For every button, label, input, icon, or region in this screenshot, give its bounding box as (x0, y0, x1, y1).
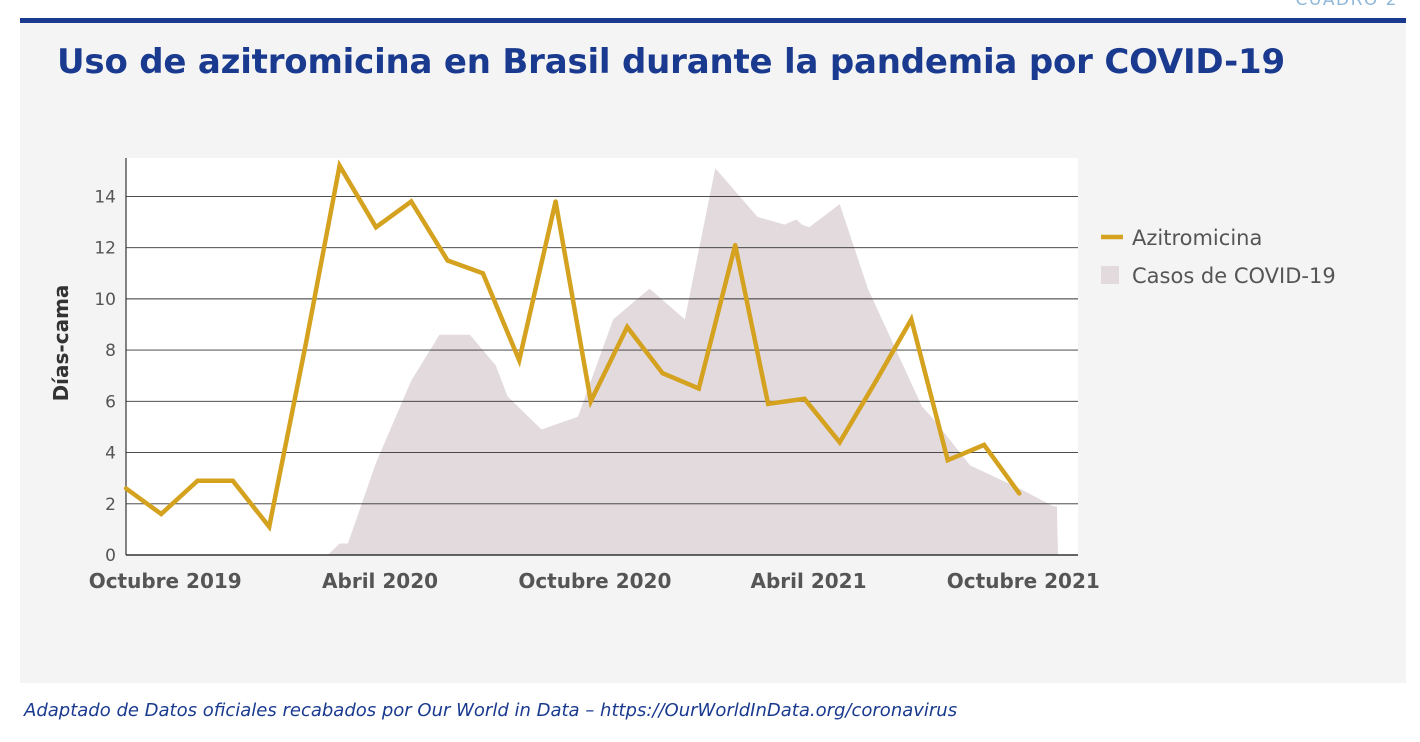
azithromycin-point-2019-10-01 (159, 511, 164, 517)
y-tick-label-4: 4 (105, 444, 116, 464)
azithromycin-point-2019-12-01 (230, 478, 235, 483)
azithromycin-point-2020-07-01 (480, 271, 486, 276)
azithromycin-point-2020-05-01 (409, 199, 414, 204)
azithromycin-point-2020-12-01 (660, 370, 665, 376)
azithromycin-point-2021-08-01 (945, 458, 950, 463)
y-tick-label-14: 14 (94, 187, 116, 207)
chart-title: Uso de azitromicina en Brasil durante la… (57, 42, 1285, 82)
azithromycin-point-2021-09-01 (981, 442, 987, 448)
azithromycin-point-2021-02-01 (733, 242, 738, 248)
source-note: Adaptado de Datos oficiales recabados po… (24, 700, 958, 721)
legend-label-azithromycin: Azitromicina (1132, 226, 1262, 250)
azithromycin-point-2021-04-01 (802, 396, 807, 401)
azithromycin-point-2021-03-01 (765, 401, 771, 407)
header-rule (20, 18, 1406, 23)
azithromycin-point-2021-06-01 (873, 378, 879, 383)
azithromycin-point-2020-11-01 (625, 324, 630, 330)
azithromycin-line (124, 159, 1022, 533)
azithromycin-point-2021-01-01 (696, 386, 701, 391)
x-tick-label-2: Octubre 2020 (518, 569, 671, 593)
y-tick-label-8: 8 (105, 341, 116, 361)
azithromycin-point-2020-10-01 (588, 399, 593, 404)
x-tick-label-3: Abril 2021 (750, 569, 866, 593)
y-tick-label-12: 12 (94, 239, 116, 259)
x-tick-label-0: Octubre 2019 (89, 569, 242, 593)
figure-number-label: CUADRO 2 (1295, 0, 1398, 10)
azithromycin-point-2019-09-01 (123, 486, 129, 491)
y-tick-label-10: 10 (94, 290, 116, 310)
y-tick-label-0: 0 (105, 546, 116, 566)
azithromycin-point-2020-08-01 (517, 358, 522, 363)
azithromycin-point-2020-09-01 (553, 199, 558, 204)
y-tick-label-2: 2 (105, 495, 116, 515)
azithromycin-point-2020-06-01 (445, 258, 450, 263)
y-tick-label-6: 6 (105, 392, 116, 412)
azithromycin-point-2020-02-01 (303, 342, 308, 348)
legend-label-covid-cases: Casos de COVID-19 (1132, 264, 1336, 288)
x-tick-label-1: Abril 2020 (322, 569, 438, 593)
azithromycin-point-2021-07-01 (909, 317, 914, 322)
legend-swatch-covid-cases (1101, 266, 1119, 284)
azithromycin-point-2020-03-01 (337, 163, 342, 168)
azithromycin-point-2020-01-01 (267, 524, 272, 529)
azithromycin-point-2021-05-01 (837, 440, 842, 445)
azithromycin-point-2020-04-01 (373, 225, 379, 230)
y-axis-label: Días-cama (49, 285, 73, 402)
x-tick-label-4: Octubre 2021 (947, 569, 1100, 593)
covid-cases-area (327, 168, 1058, 555)
azithromycin-point-2021-10-01 (1017, 491, 1022, 496)
azithromycin-point-2019-11-01 (195, 478, 200, 483)
